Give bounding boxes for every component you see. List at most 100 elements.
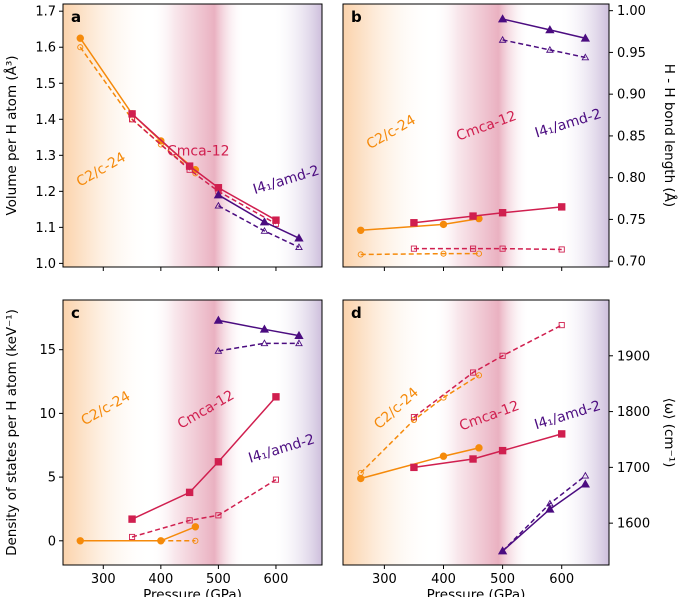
series-line-cmca12-dashed: [131, 479, 277, 538]
y-axis-label: Density of states per H atom (keV⁻¹): [4, 309, 20, 556]
y-tick-label: 1.00: [617, 4, 646, 19]
series-line-cmca12-solid: [413, 433, 562, 469]
data-point-cmca12: [558, 322, 565, 329]
data-point-cmca12: [558, 203, 566, 211]
x-tick-label: 500: [490, 572, 515, 587]
data-point-c2c24: [475, 444, 483, 452]
data-point-cmca12: [215, 512, 222, 519]
panel-letter: b: [351, 8, 362, 26]
y-tick-label: 1.2: [35, 185, 56, 200]
y-tick-label: 1700: [617, 461, 650, 476]
y-tick-label: 1800: [617, 405, 650, 420]
y-tick-label: 1.0: [35, 257, 56, 272]
data-point-c2c24: [439, 452, 448, 460]
y-tick-label: 0: [48, 534, 56, 549]
data-point-i41amd2: [214, 346, 223, 354]
data-point-c2c24: [77, 44, 84, 51]
series-line-cmca12-solid: [131, 396, 277, 520]
data-point-c2c24: [475, 372, 483, 379]
panel-letter: c: [71, 304, 80, 322]
data-point-cmca12: [558, 430, 566, 438]
data-point-cmca12: [214, 458, 223, 466]
data-point-cmca12: [185, 488, 194, 497]
axes-frame: [342, 299, 610, 566]
y-tick-label: 1.6: [35, 41, 56, 56]
data-point-c2c24: [357, 474, 365, 483]
series-line-i41amd2-dashed: [502, 39, 586, 59]
x-axis-label: Pressure (GPa): [427, 587, 526, 597]
y-tick-label: 0.80: [617, 171, 646, 186]
x-tick-label: 300: [91, 572, 116, 587]
y-axis-label: ⟨ω⟩ (cm⁻¹): [661, 398, 677, 468]
data-point-cmca12: [129, 116, 136, 123]
data-point-c2c24: [192, 537, 199, 544]
data-point-i41amd2: [260, 226, 269, 234]
y-tick-label: 5: [48, 471, 56, 486]
data-point-i41amd2: [294, 330, 304, 340]
panel-letter: d: [351, 304, 362, 322]
x-axis-label: Pressure (GPa): [143, 587, 242, 597]
data-point-cmca12: [469, 455, 477, 463]
y-tick-label: 15: [39, 343, 56, 358]
series-line-i41amd2-dashed: [218, 205, 300, 248]
data-point-c2c24: [157, 537, 164, 544]
axes-frame: [62, 299, 323, 566]
panel-b: C2/c-24 Cmca-12 I4₁/amd-2b0.700.750.800.85…: [342, 3, 678, 271]
data-point-c2c24: [357, 251, 364, 258]
series-line-cmca12-dashed: [131, 118, 277, 225]
data-point-i41amd2: [580, 479, 591, 488]
data-point-i41amd2: [498, 35, 507, 43]
y-tick-label: 0.90: [617, 88, 646, 103]
data-point-i41amd2: [581, 471, 590, 479]
y-tick-label: 0.75: [617, 213, 646, 228]
x-tick-label: 600: [549, 572, 574, 587]
data-point-c2c24: [357, 469, 364, 476]
data-point-cmca12: [410, 245, 417, 252]
data-point-cmca12: [128, 515, 136, 523]
data-point-i41amd2: [545, 45, 554, 53]
data-point-i41amd2: [580, 33, 591, 42]
data-point-c2c24: [157, 141, 164, 148]
x-tick-label: 400: [148, 572, 173, 587]
data-point-cmca12: [410, 414, 417, 421]
data-point-cmca12: [272, 393, 280, 401]
data-point-i41amd2: [259, 324, 270, 333]
data-point-cmca12: [469, 369, 477, 376]
data-point-i41amd2: [545, 25, 555, 34]
data-point-i41amd2: [213, 315, 224, 324]
data-point-cmca12: [410, 463, 418, 472]
data-point-i41amd2: [545, 499, 554, 507]
y-tick-label: 1.7: [35, 5, 56, 20]
y-tick-label: 0.95: [617, 46, 646, 61]
data-point-i41amd2: [260, 339, 269, 347]
data-point-cmca12: [498, 209, 507, 217]
data-point-i41amd2: [545, 504, 555, 513]
data-point-i41amd2: [295, 339, 303, 347]
data-point-i41amd2: [214, 201, 223, 209]
y-tick-label: 1.5: [35, 77, 56, 92]
data-point-c2c24: [77, 537, 84, 544]
data-point-c2c24: [76, 34, 84, 42]
data-point-i41amd2: [294, 233, 304, 242]
data-point-i41amd2: [581, 53, 590, 61]
data-point-cmca12: [272, 220, 280, 227]
y-tick-label: 0.85: [617, 129, 646, 144]
panel-a: C2/c-24 Cmca-12I4₁/amd-2a1.01.11.21.31.41…: [3, 3, 323, 272]
data-point-c2c24: [191, 523, 200, 531]
x-tick-label: 400: [431, 572, 456, 587]
y-tick-label: 10: [39, 407, 56, 422]
axes-frame: [62, 3, 323, 268]
x-tick-label: 600: [264, 572, 289, 587]
phase-background: [63, 4, 322, 267]
y-tick-label: 1.4: [35, 113, 56, 128]
y-axis-label: H - H bond length (Å): [661, 64, 678, 207]
series-line-cmca12-dashed: [413, 324, 563, 418]
x-tick-label: 500: [206, 572, 231, 587]
data-point-cmca12: [186, 517, 193, 524]
data-point-cmca12: [272, 476, 280, 483]
data-point-c2c24: [439, 220, 448, 229]
y-tick-label: 1.1: [35, 221, 56, 236]
phase-label-cmca12: Cmca-12: [167, 143, 230, 159]
